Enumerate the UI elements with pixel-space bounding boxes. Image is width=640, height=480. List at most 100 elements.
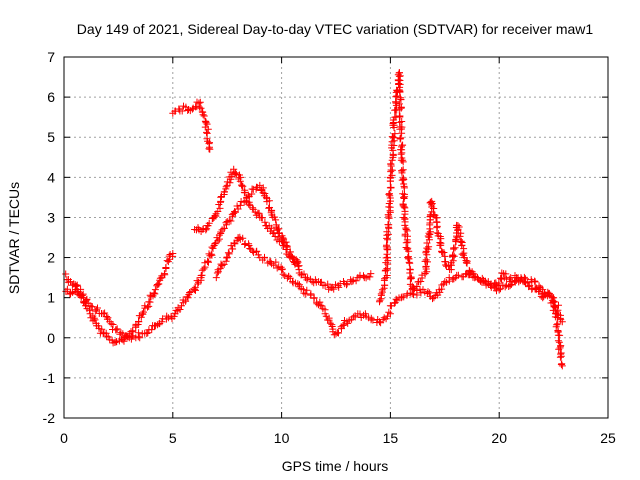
data-point bbox=[317, 278, 325, 286]
data-point bbox=[557, 352, 565, 360]
data-point bbox=[507, 274, 515, 282]
y-axis-label: SDTVAR / TECUs bbox=[6, 182, 22, 294]
data-point bbox=[62, 270, 70, 278]
data-point bbox=[286, 248, 294, 256]
data-point bbox=[424, 288, 432, 296]
y-tick-label: -2 bbox=[43, 410, 56, 426]
data-point bbox=[400, 195, 408, 202]
data-point bbox=[549, 297, 557, 305]
x-tick-label: 5 bbox=[169, 430, 177, 446]
data-point bbox=[404, 255, 412, 263]
data-point bbox=[398, 129, 406, 137]
data-point bbox=[397, 150, 405, 158]
data-point bbox=[230, 165, 238, 173]
data-point bbox=[380, 314, 388, 322]
data-point bbox=[197, 104, 205, 112]
data-point bbox=[400, 180, 408, 188]
data-point bbox=[384, 230, 392, 238]
data-point bbox=[455, 223, 463, 231]
data-point bbox=[222, 257, 230, 265]
data-point bbox=[261, 218, 269, 226]
data-point bbox=[343, 281, 350, 289]
data-point bbox=[236, 201, 244, 209]
data-point bbox=[83, 296, 91, 304]
data-point bbox=[399, 158, 407, 166]
data-point bbox=[388, 156, 396, 164]
data-point bbox=[316, 301, 324, 309]
data-point bbox=[288, 252, 296, 260]
x-tick-label: 0 bbox=[60, 430, 68, 446]
data-point bbox=[94, 304, 101, 312]
data-point bbox=[186, 289, 194, 296]
data-point bbox=[555, 345, 563, 353]
data-point bbox=[274, 233, 282, 241]
data-point bbox=[402, 226, 410, 233]
y-tick-label: 4 bbox=[47, 169, 55, 185]
data-point bbox=[265, 197, 273, 205]
data-point bbox=[400, 193, 407, 201]
data-point bbox=[310, 294, 318, 302]
data-point bbox=[178, 302, 185, 310]
data-point bbox=[396, 69, 403, 77]
data-point bbox=[289, 254, 296, 262]
data-point bbox=[454, 271, 462, 279]
chart-title: Day 149 of 2021, Sidereal Day-to-day VTE… bbox=[77, 21, 594, 37]
data-point bbox=[233, 202, 241, 210]
data-point bbox=[111, 339, 119, 346]
data-point bbox=[211, 212, 219, 220]
y-tick-label: 5 bbox=[47, 129, 55, 145]
data-point bbox=[437, 241, 445, 249]
data-point bbox=[150, 289, 158, 297]
data-point bbox=[382, 254, 390, 262]
data-point bbox=[343, 280, 351, 288]
data-point bbox=[267, 224, 275, 232]
data-point bbox=[400, 203, 408, 211]
data-point bbox=[232, 169, 240, 177]
data-point bbox=[240, 188, 248, 196]
data-point bbox=[544, 290, 552, 298]
data-point bbox=[206, 145, 214, 153]
data-point bbox=[441, 258, 449, 266]
data-point bbox=[294, 262, 302, 270]
data-point bbox=[215, 231, 223, 239]
data-point bbox=[406, 280, 414, 288]
data-point bbox=[303, 286, 311, 294]
data-point bbox=[400, 184, 408, 192]
data-point bbox=[216, 204, 224, 212]
data-point bbox=[259, 189, 267, 197]
data-point bbox=[103, 332, 111, 340]
data-point bbox=[449, 251, 457, 259]
axis-ticks: 0 5 10 15 20 25 -2 -1 0 1 2 3 4 5 6 7 bbox=[43, 49, 616, 446]
data-point bbox=[396, 88, 404, 96]
data-point bbox=[506, 282, 514, 290]
data-point bbox=[274, 225, 282, 233]
data-point bbox=[203, 120, 211, 128]
data-point bbox=[144, 303, 151, 311]
data-point bbox=[148, 326, 156, 334]
data-point bbox=[508, 277, 516, 285]
data-point bbox=[558, 318, 566, 326]
data-point bbox=[557, 361, 565, 368]
data-point bbox=[387, 184, 395, 192]
data-point bbox=[112, 326, 120, 334]
data-point bbox=[408, 290, 416, 298]
data-point bbox=[184, 294, 192, 302]
y-tick-label: 2 bbox=[47, 250, 55, 266]
data-point bbox=[406, 266, 414, 274]
data-point bbox=[289, 278, 296, 286]
data-point bbox=[400, 214, 408, 221]
data-point bbox=[402, 244, 410, 251]
data-point bbox=[182, 297, 190, 305]
data-point bbox=[460, 254, 468, 262]
data-point bbox=[225, 250, 233, 258]
data-point bbox=[214, 237, 222, 245]
data-point bbox=[458, 242, 466, 250]
data-point bbox=[227, 217, 235, 225]
data-point bbox=[399, 156, 407, 164]
data-point bbox=[296, 281, 303, 289]
y-tick-label: 7 bbox=[47, 49, 55, 65]
data-point bbox=[404, 254, 412, 262]
data-point bbox=[396, 80, 404, 88]
data-point bbox=[422, 256, 430, 264]
data-point bbox=[220, 188, 228, 196]
